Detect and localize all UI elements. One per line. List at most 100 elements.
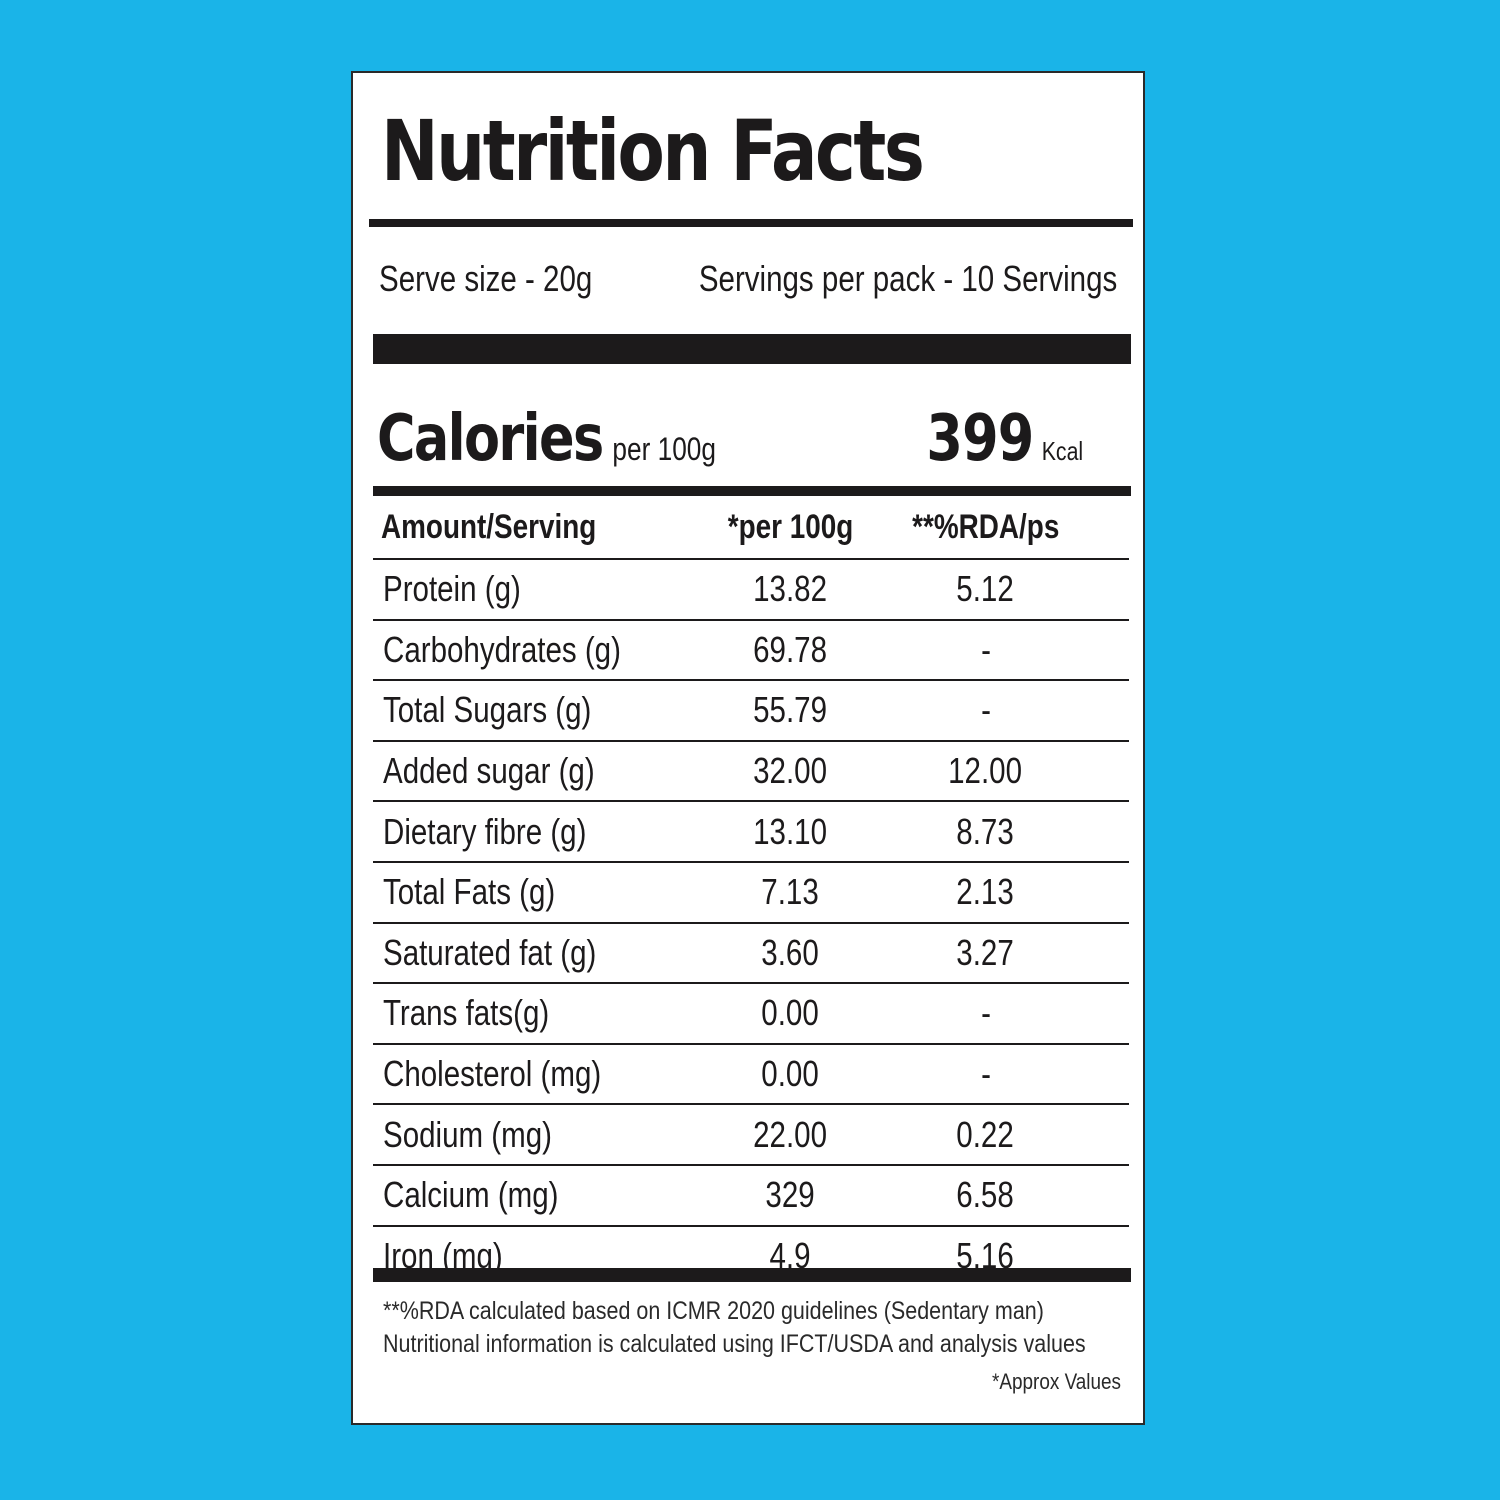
nutrient-name-cell: Cholesterol (mg) [373, 1043, 693, 1106]
nutrient-per-100g-cell: 32.00 [693, 740, 888, 803]
nutrient-name-cell: Sodium (mg) [373, 1104, 693, 1166]
nutrient-per-100g-cell: 22.00 [693, 1104, 888, 1166]
nutrient-per-100g-cell: 3.60 [693, 922, 888, 985]
nutrient-per-100g: 4.9 [769, 1234, 812, 1276]
nutrient-rda-cell: 5.12 [888, 559, 1083, 621]
nutrient-name: Carbohydrates (g) [383, 628, 621, 670]
nutrient-rda: - [980, 1053, 991, 1095]
row-spacer [1083, 922, 1129, 985]
footnote-source: Nutritional information is calculated us… [383, 1330, 1086, 1358]
table-row: Added sugar (g) 32.00 12.00 [373, 740, 1129, 803]
nutrient-name: Dietary fibre (g) [383, 810, 587, 852]
nutrient-rda-cell: - [888, 983, 1083, 1045]
nutrient-rda-cell: - [888, 619, 1083, 682]
nutrient-rda: - [980, 992, 991, 1034]
nutrient-per-100g: 13.82 [753, 568, 828, 610]
nutrient-name: Saturated fat (g) [383, 931, 597, 973]
table-row: Calcium (mg) 329 6.58 [373, 1164, 1129, 1227]
calories-value-group: 399 Kcal [926, 407, 1083, 471]
nutrient-rda: 5.16 [956, 1234, 1015, 1276]
nutrient-name-cell: Total Sugars (g) [373, 680, 693, 742]
nutrient-rda-cell: 8.73 [888, 801, 1083, 863]
row-spacer [1083, 680, 1129, 742]
table-row: Protein (g) 13.82 5.12 [373, 559, 1129, 621]
nutrient-rda-cell: 2.13 [888, 861, 1083, 924]
nutrient-rda-cell: 12.00 [888, 740, 1083, 803]
nutrient-name-cell: Iron (mg) [373, 1226, 693, 1286]
nutrient-per-100g: 7.13 [761, 871, 820, 913]
row-spacer [1083, 740, 1129, 803]
nutrient-name-cell: Carbohydrates (g) [373, 619, 693, 682]
nutrition-label: Nutrition Facts Serve size - 20g Serving… [351, 71, 1145, 1425]
nutrient-name-cell: Added sugar (g) [373, 740, 693, 803]
nutrient-per-100g-cell: 69.78 [693, 619, 888, 682]
table-row: Total Fats (g) 7.13 2.13 [373, 861, 1129, 924]
nutrient-name: Cholesterol (mg) [383, 1053, 602, 1095]
header-spacer [1083, 496, 1129, 560]
nutrient-per-100g: 69.78 [753, 628, 828, 670]
row-spacer [1083, 619, 1129, 682]
servings-per-pack: Servings per pack - 10 Servings [698, 258, 1117, 299]
row-spacer [1083, 1164, 1129, 1227]
nutrient-per-100g: 55.79 [753, 689, 828, 731]
nutrient-per-100g: 329 [765, 1174, 816, 1216]
nutrient-rda-cell: - [888, 680, 1083, 742]
nutrient-table: Amount/Serving *per 100g **%RDA/ps Prote… [373, 496, 1129, 1285]
row-spacer [1083, 801, 1129, 863]
table-row: Carbohydrates (g) 69.78 - [373, 619, 1129, 682]
nutrient-rda: 12.00 [948, 750, 1023, 792]
label-title: Nutrition Facts [381, 102, 925, 200]
header-rda: **%RDA/ps [888, 496, 1083, 560]
table-row: Trans fats(g) 0.00 - [373, 983, 1129, 1045]
calories-row: Calories per 100g 399 Kcal [377, 391, 1083, 471]
table-header-row: Amount/Serving *per 100g **%RDA/ps [373, 496, 1129, 560]
calories-value: 399 [926, 402, 1034, 476]
footnote-rda: **%RDA calculated based on ICMR 2020 gui… [383, 1297, 1044, 1325]
nutrient-per-100g-cell: 329 [693, 1164, 888, 1227]
row-spacer [1083, 861, 1129, 924]
table-row: Dietary fibre (g) 13.10 8.73 [373, 801, 1129, 863]
table-row: Saturated fat (g) 3.60 3.27 [373, 922, 1129, 985]
row-spacer [1083, 1043, 1129, 1106]
table-divider [373, 1268, 1131, 1282]
calories-divider [373, 486, 1131, 496]
nutrient-per-100g: 22.00 [753, 1113, 828, 1155]
header-amount: Amount/Serving [373, 496, 693, 560]
nutrient-name: Total Fats (g) [383, 871, 556, 913]
nutrient-name-cell: Trans fats(g) [373, 983, 693, 1045]
nutrient-name: Total Sugars (g) [383, 689, 592, 731]
nutrient-rda: - [980, 689, 991, 731]
nutrient-name: Trans fats(g) [383, 992, 550, 1034]
nutrient-rda: 6.58 [956, 1174, 1015, 1216]
row-spacer [1083, 1104, 1129, 1166]
calories-label: Calories [377, 402, 604, 476]
nutrient-rda: - [980, 628, 991, 670]
nutrient-rda-cell: 0.22 [888, 1104, 1083, 1166]
header-per-100g: *per 100g [693, 496, 888, 560]
nutrient-per-100g-cell: 0.00 [693, 1043, 888, 1106]
table-row: Total Sugars (g) 55.79 - [373, 680, 1129, 742]
nutrient-name-cell: Total Fats (g) [373, 861, 693, 924]
row-spacer [1083, 983, 1129, 1045]
serving-size: Serve size - 20g [379, 258, 593, 299]
nutrient-per-100g-cell: 13.10 [693, 801, 888, 863]
nutrient-per-100g-cell: 4.9 [693, 1226, 888, 1286]
calories-unit: Kcal [1041, 436, 1083, 466]
nutrient-rda-cell: 6.58 [888, 1164, 1083, 1227]
nutrient-name-cell: Saturated fat (g) [373, 922, 693, 985]
nutrient-per-100g-cell: 13.82 [693, 559, 888, 621]
nutrient-rda: 0.22 [956, 1113, 1015, 1155]
nutrient-name-cell: Protein (g) [373, 559, 693, 621]
nutrient-per-100g: 32.00 [753, 750, 828, 792]
nutrient-name: Calcium (mg) [383, 1174, 559, 1216]
nutrient-per-100g-cell: 0.00 [693, 983, 888, 1045]
nutrient-name: Protein (g) [383, 568, 521, 610]
nutrient-rda: 5.12 [956, 568, 1015, 610]
table-row: Sodium (mg) 22.00 0.22 [373, 1104, 1129, 1166]
nutrient-name: Added sugar (g) [383, 750, 595, 792]
nutrient-per-100g-cell: 7.13 [693, 861, 888, 924]
nutrient-per-100g: 0.00 [761, 992, 820, 1034]
footnote-approx: *Approx Values [991, 1369, 1121, 1394]
nutrient-name: Iron (mg) [383, 1234, 503, 1276]
nutrient-rda: 3.27 [956, 931, 1015, 973]
